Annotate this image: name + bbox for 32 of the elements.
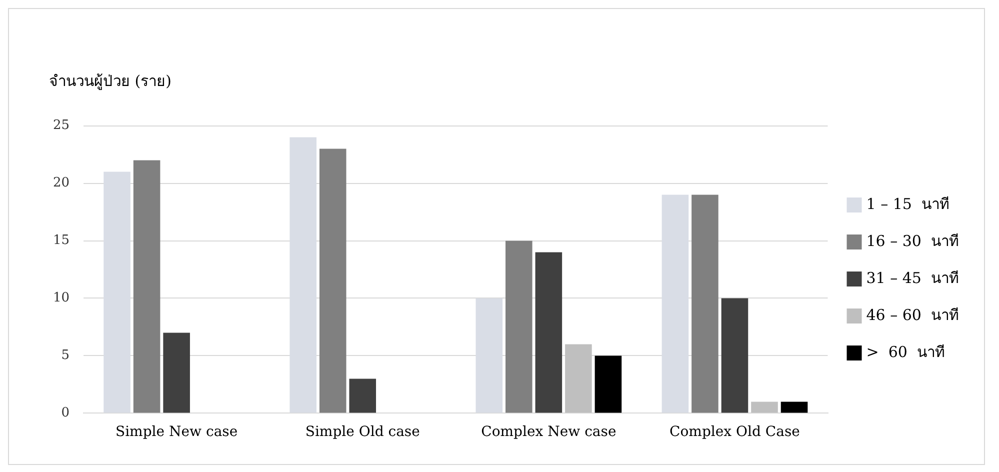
bar (692, 194, 718, 413)
legend-label: > 60 นาที (866, 342, 945, 361)
bar (751, 402, 778, 413)
y-tick-label: 25 (52, 118, 70, 134)
bar (104, 172, 130, 413)
bar (780, 402, 808, 413)
legend-label: 16 – 30 นาที (866, 232, 960, 250)
y-tick-label: 0 (61, 406, 70, 421)
bar (662, 194, 689, 413)
bar (133, 160, 160, 413)
y-tick-label: 10 (52, 290, 70, 306)
bar (721, 298, 748, 413)
bar (349, 378, 376, 413)
x-tick-label: Simple New case (115, 424, 238, 440)
x-tick-label: Complex Old Case (670, 424, 800, 440)
bar (565, 344, 592, 413)
bar (290, 137, 316, 413)
bar (319, 148, 346, 413)
y-tick-label: 5 (61, 348, 70, 364)
y-tick-label: 15 (52, 233, 70, 248)
x-tick-label: Simple Old case (305, 424, 420, 440)
y-axis-title: จำนวนผู้ป่วย (ราย) (49, 71, 172, 92)
bar (163, 332, 190, 413)
bar (535, 252, 562, 413)
bar (476, 298, 503, 413)
y-tick-label: 20 (52, 176, 70, 191)
legend-label: 1 – 15 นาที (866, 194, 950, 213)
x-tick-label: Complex New case (481, 424, 616, 440)
bar (506, 240, 532, 413)
legend-label: 31 – 45 นาที (866, 268, 960, 287)
bar (594, 356, 622, 413)
legend-label: 46 – 60 นาที (866, 306, 960, 324)
